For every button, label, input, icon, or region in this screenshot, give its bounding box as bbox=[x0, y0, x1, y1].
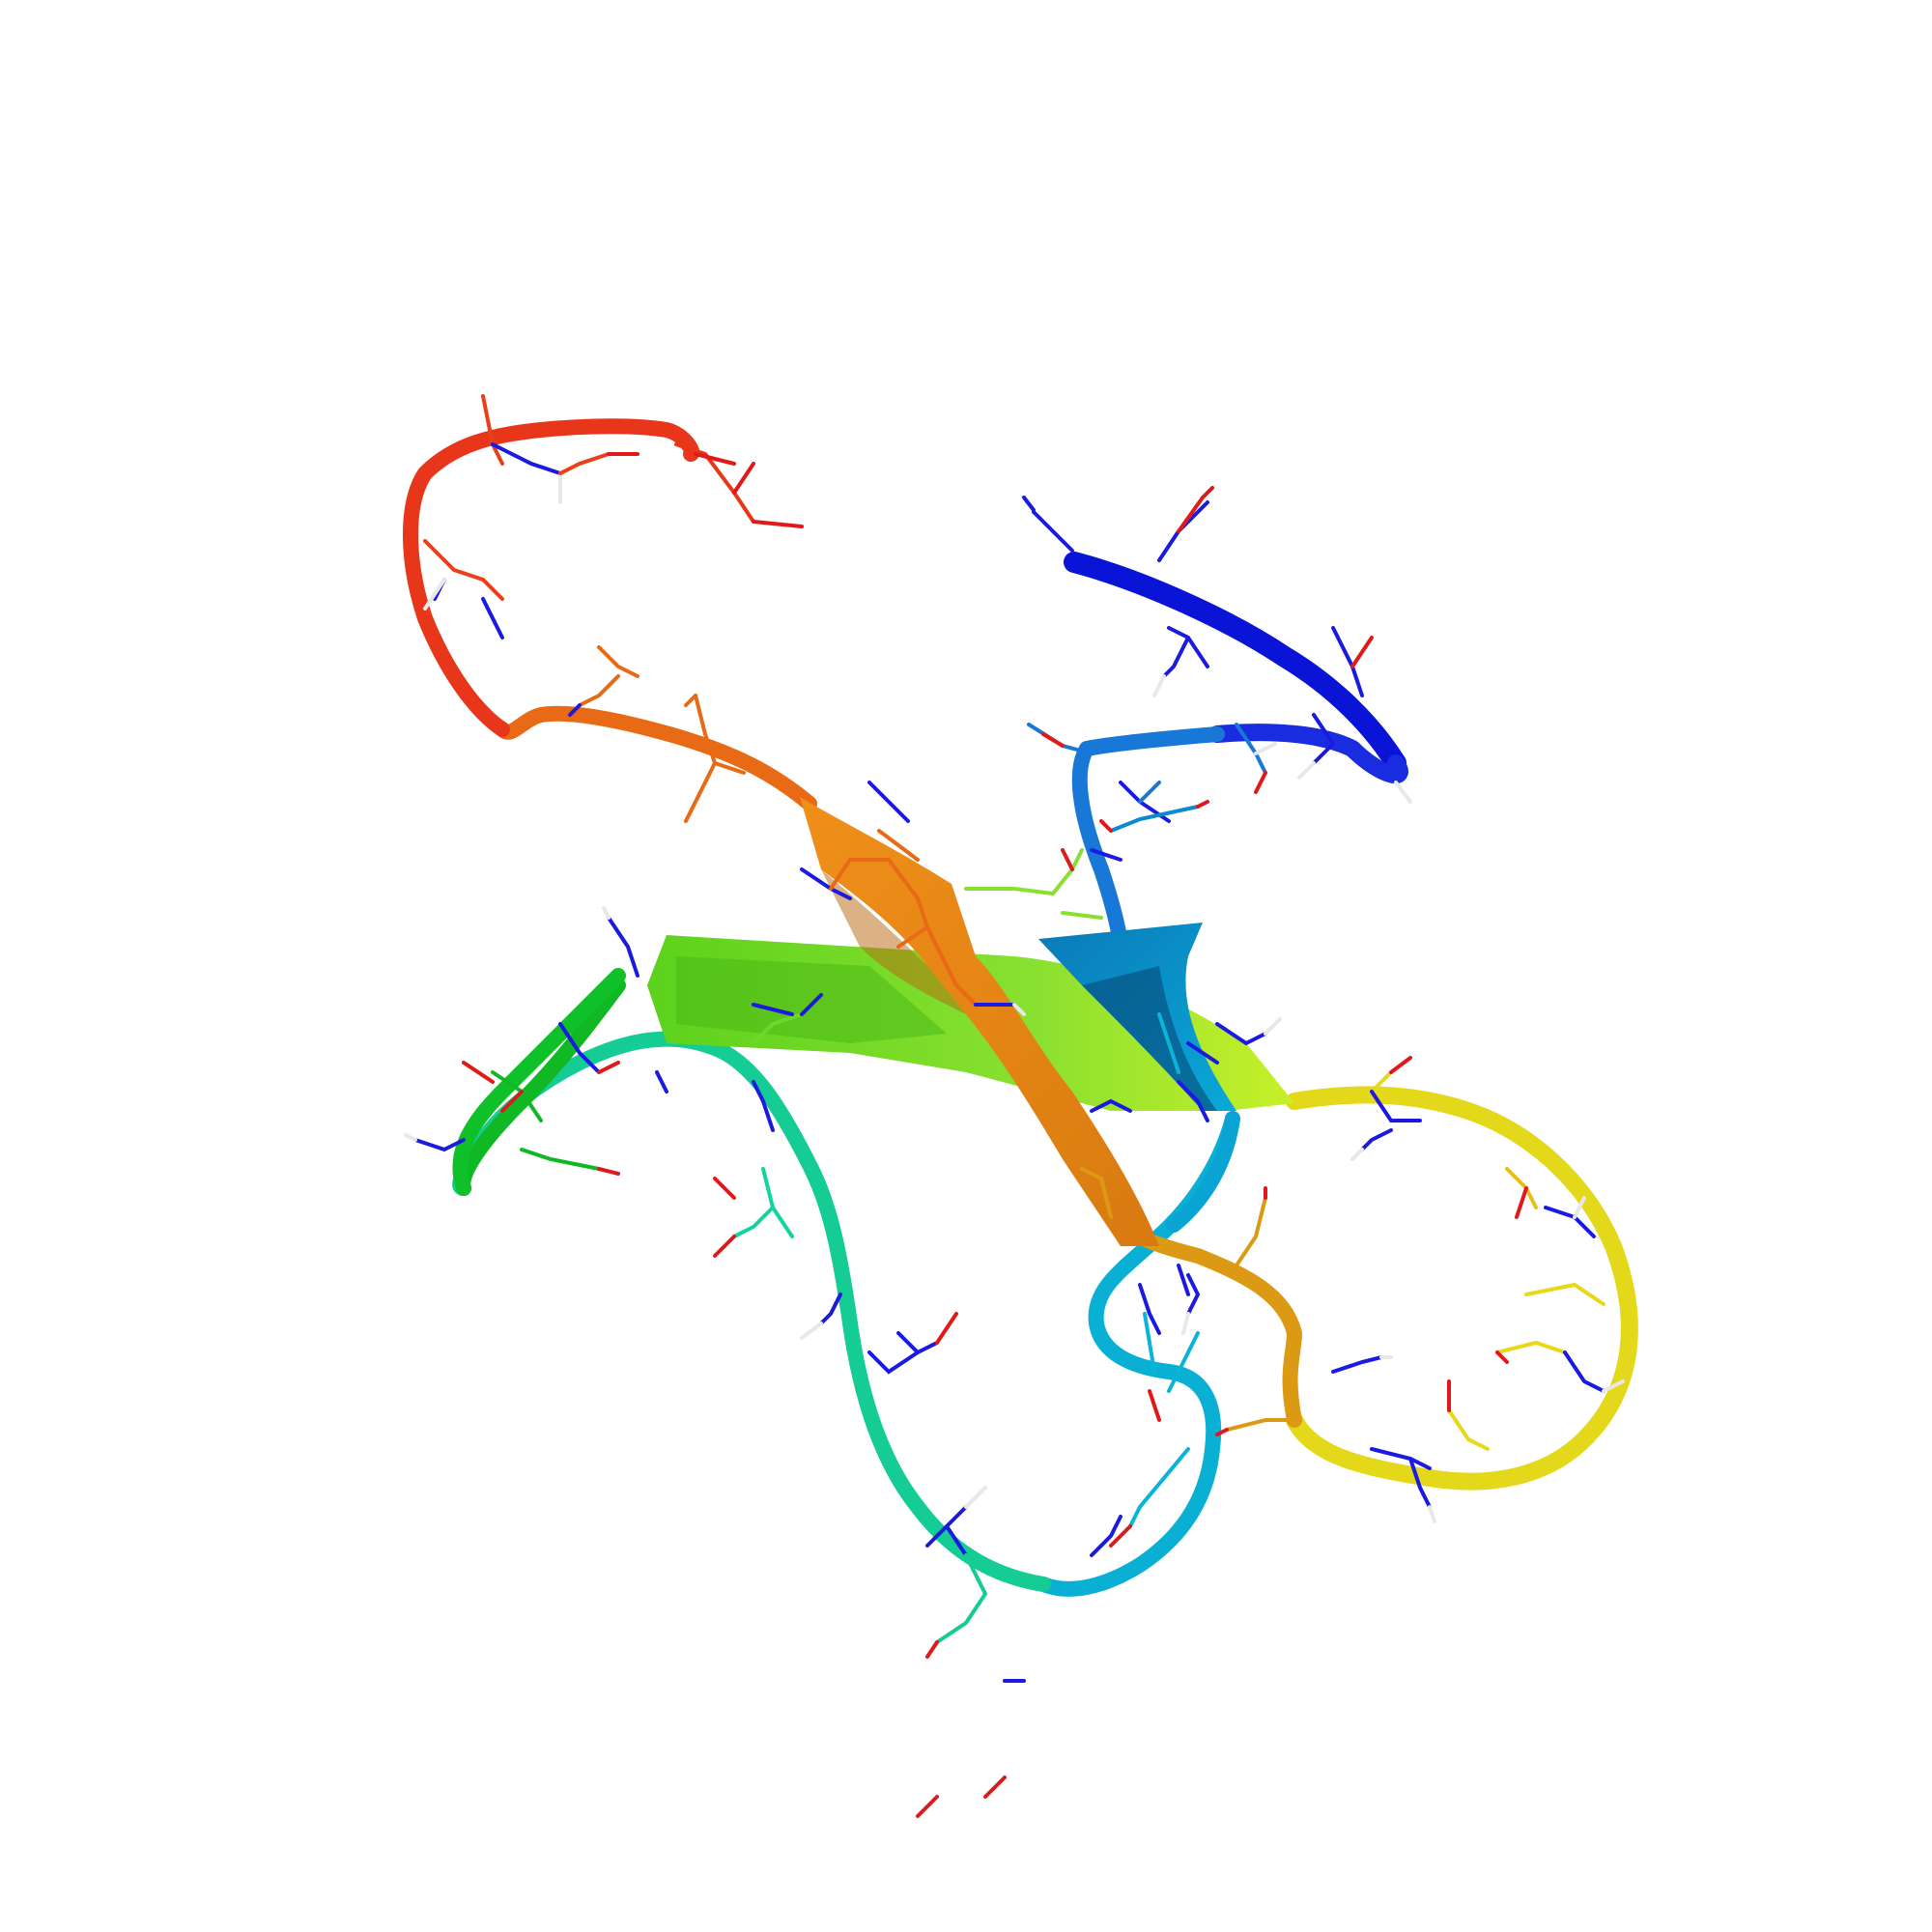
red-coil-segment bbox=[403, 418, 700, 737]
cyan-residue-sticks bbox=[1090, 1012, 1282, 1557]
orange-sheet-strand bbox=[800, 797, 1159, 1246]
cyan-descending-segment bbox=[1166, 1111, 1240, 1233]
teal-residue-sticks bbox=[713, 1080, 988, 1659]
green-front-segment bbox=[452, 968, 626, 1196]
orange-residue-sticks bbox=[1080, 1098, 1393, 1436]
atom-tips bbox=[713, 486, 1214, 1818]
green-hairpin-segment bbox=[455, 978, 626, 1196]
orange-sheet-shade bbox=[821, 869, 966, 1014]
cartoon-overlay bbox=[452, 968, 1240, 1233]
lightblue-residue-sticks bbox=[1027, 723, 1277, 862]
green-sheet-shade bbox=[676, 956, 947, 1043]
orange-coil-sticks bbox=[568, 645, 1026, 1016]
teal-loop-segment bbox=[452, 1031, 1051, 1592]
blue-residue-sticks bbox=[1032, 496, 1412, 804]
blue-turn-segment bbox=[1208, 724, 1408, 783]
side-chain-sticks bbox=[404, 394, 1625, 1659]
yellow-loop-segment bbox=[1286, 1086, 1638, 1491]
yellowgreen-residue-sticks bbox=[752, 848, 1103, 1045]
cyan-sheet-shade bbox=[1082, 966, 1217, 1111]
blue-return-segment bbox=[1071, 726, 1225, 940]
blue-strand-segment bbox=[1064, 552, 1406, 774]
red-coil-sticks bbox=[423, 394, 804, 639]
yellow-residue-sticks bbox=[1331, 1056, 1625, 1523]
green-residue-sticks bbox=[404, 906, 668, 1176]
beta-sheet bbox=[647, 797, 1294, 1246]
orange-coil-segment bbox=[495, 705, 817, 811]
